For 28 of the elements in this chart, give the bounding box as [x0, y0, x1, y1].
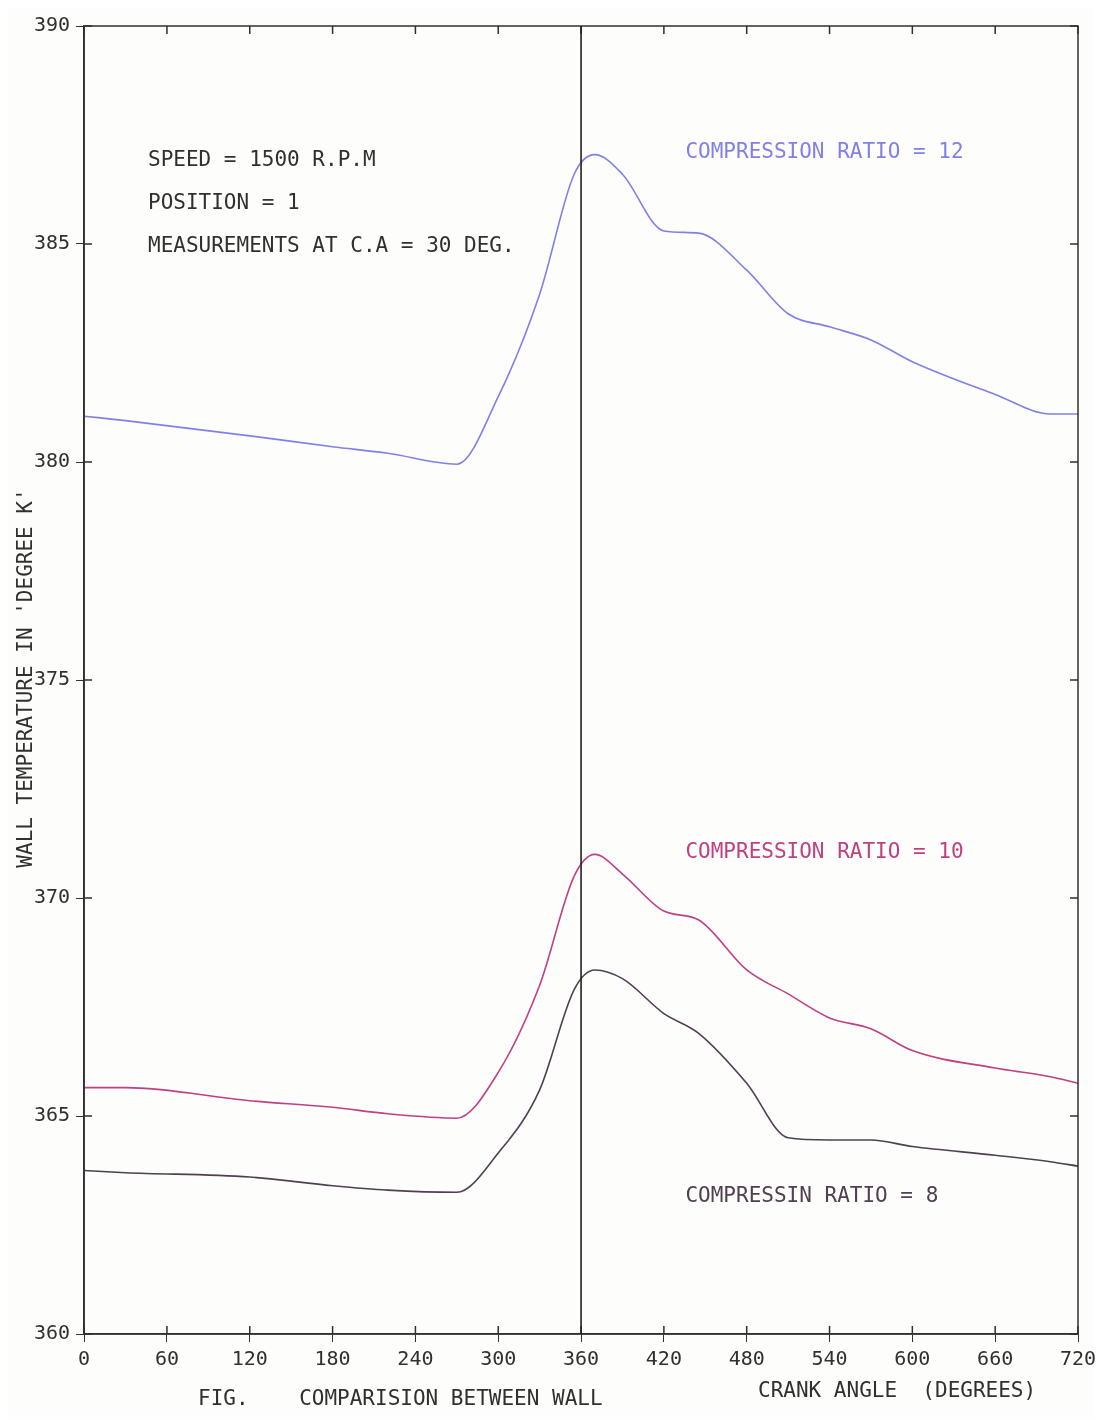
x-tick-label: 0 — [78, 1346, 91, 1371]
x-tick-label: 720 — [1059, 1346, 1097, 1371]
x-tick-label: 60 — [154, 1346, 179, 1371]
x-tick-label: 360 — [563, 1346, 600, 1371]
x-tick-label: 660 — [977, 1346, 1014, 1371]
annotation: SPEED = 1500 R.P.M — [148, 146, 377, 173]
x-tick-label: 600 — [894, 1346, 931, 1371]
x-tick-label: 300 — [480, 1346, 517, 1371]
y-tick-label: 375 — [34, 666, 71, 691]
y-tick-label: 370 — [34, 884, 71, 909]
x-tick-label: 120 — [231, 1346, 268, 1371]
x-tick-label: 480 — [728, 1346, 765, 1371]
x-tick-label: 420 — [645, 1346, 682, 1371]
x-tick-label: 240 — [397, 1346, 434, 1371]
annotation: MEASUREMENTS AT C.A = 30 DEG. — [148, 232, 515, 259]
annotation: POSITION = 1 — [148, 189, 301, 216]
y-tick-label: 390 — [34, 12, 71, 37]
x-tick-label: 540 — [811, 1346, 848, 1371]
text: FIG. COMPARISION BETWEEN WALL — [198, 1386, 603, 1410]
y-tick-label: 380 — [34, 448, 71, 473]
x-axis-title: CRANK ANGLE (DEGREES) — [758, 1378, 1037, 1402]
text: COMPRESSION RATIO = 10 — [685, 838, 964, 863]
y-tick-label: 385 — [34, 230, 71, 255]
x-tick-label: 180 — [314, 1346, 351, 1371]
y-tick-label: 360 — [34, 1320, 71, 1345]
series-label: COMPRESSIN RATIO = 8 — [685, 1182, 939, 1207]
y-tick-label: 365 — [34, 1102, 71, 1127]
text: COMPRESSION RATIO = 12 — [685, 139, 964, 164]
